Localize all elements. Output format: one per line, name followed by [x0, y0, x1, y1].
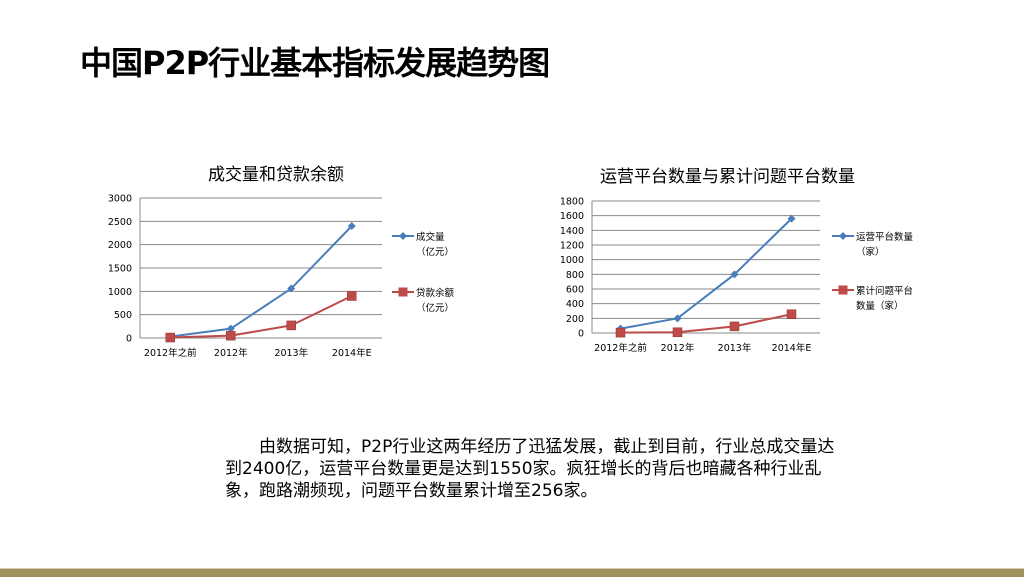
y-tick-label: 1200: [560, 241, 584, 252]
y-tick-label: 1000: [560, 255, 584, 266]
summary-paragraph: 由数据可知，P2P行业这两年经历了迅猛发展，截止到目前，行业总成交量达到2400…: [225, 437, 835, 501]
legend-diamond-icon: [399, 232, 407, 240]
chart2-title: 运营平台数量与累计问题平台数量: [600, 167, 855, 187]
y-tick-label: 500: [114, 310, 132, 321]
legend-label: （亿元）: [416, 302, 454, 314]
data-point-square: [347, 291, 357, 301]
legend-diamond-icon: [839, 232, 847, 240]
series-line: [170, 295, 353, 339]
y-tick-label: 1600: [560, 211, 584, 222]
y-tick-label: 1500: [108, 264, 132, 275]
legend-label: 数量（家）: [856, 300, 904, 312]
data-point-diamond: [226, 324, 235, 333]
y-tick-label: 1800: [560, 197, 584, 208]
chart1-title: 成交量和贷款余额: [208, 165, 344, 185]
data-point-diamond: [730, 270, 739, 279]
legend-label: （亿元）: [416, 246, 454, 258]
legend-label: 运营平台数量: [856, 231, 914, 243]
legend-label: （家）: [856, 246, 885, 258]
data-point-square: [286, 320, 296, 331]
x-tick-label: 2012年: [214, 347, 248, 359]
data-point-square: [615, 327, 626, 338]
data-point-diamond: [673, 314, 682, 323]
y-tick-label: 2000: [108, 240, 132, 251]
data-point-diamond: [347, 222, 356, 230]
x-tick-label: 2014年E: [772, 342, 812, 354]
x-tick-label: 2013年: [274, 347, 308, 359]
footer-band: [0, 568, 1024, 577]
data-point-square: [786, 309, 797, 319]
x-tick-label: 2014年E: [332, 347, 372, 359]
y-tick-label: 1400: [560, 226, 584, 237]
y-tick-label: 2500: [108, 217, 132, 228]
legend-label: 贷款余额: [416, 287, 455, 299]
y-tick-label: 400: [566, 299, 584, 310]
x-tick-label: 2012年之前: [594, 342, 647, 354]
y-tick-label: 800: [566, 270, 584, 281]
data-point-square: [672, 327, 683, 338]
y-tick-label: 0: [578, 329, 584, 340]
legend-label: 累计问题平台: [856, 285, 913, 297]
data-point-diamond: [287, 284, 296, 293]
y-tick-label: 600: [566, 285, 584, 296]
legend-square-icon: [398, 287, 408, 297]
legend-label: 成交量: [416, 231, 445, 243]
data-point-diamond: [787, 214, 796, 223]
series-line: [620, 313, 792, 334]
data-point-square: [729, 321, 740, 332]
x-tick-label: 2013年: [718, 342, 752, 354]
series-line: [170, 225, 353, 338]
y-tick-label: 200: [566, 314, 584, 325]
page-title: 中国P2P行业基本指标发展趋势图: [80, 44, 550, 82]
legend-square-icon: [838, 285, 848, 295]
x-tick-label: 2012年: [661, 342, 695, 354]
y-tick-label: 1000: [108, 287, 132, 298]
y-tick-label: 0: [126, 334, 132, 345]
data-point-square: [226, 330, 236, 341]
series-line: [620, 217, 793, 330]
y-tick-label: 3000: [108, 194, 132, 205]
x-tick-label: 2012年之前: [144, 347, 197, 359]
data-point-square: [165, 332, 175, 343]
